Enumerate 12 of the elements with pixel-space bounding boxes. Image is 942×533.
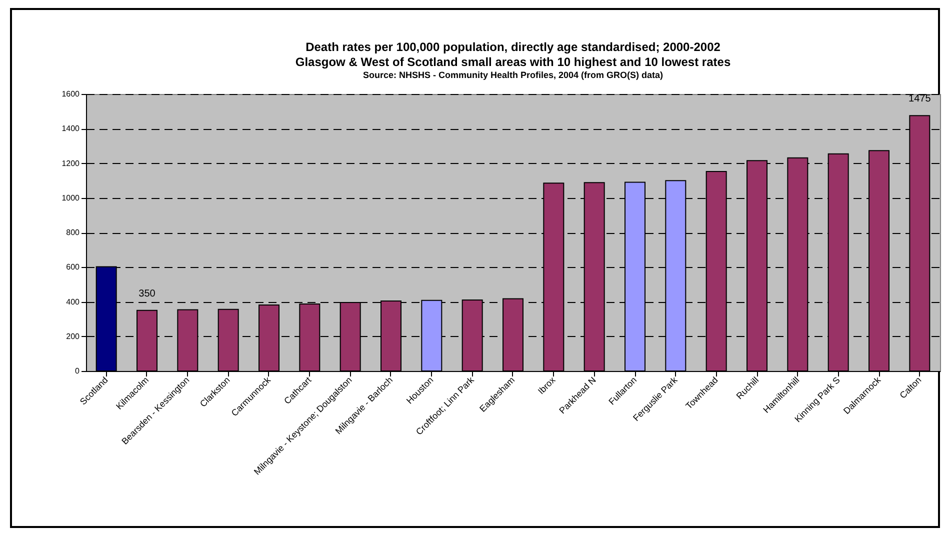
y-tick-label: 600: [66, 262, 80, 272]
y-tick-label: 400: [66, 297, 80, 306]
chart-title: Death rates per 100,000 population, directly age standardised; 2000-2002 Glasgow & West of Scotland small areas with 10 highest and 10 lowest rates: [295, 40, 731, 69]
source-note: Source: NHSHS - Community Health Profiles, 2004 (from GRO(S) data): [362, 70, 664, 80]
y-tick-label: 1000: [62, 193, 80, 202]
y-tick-label: 1400: [62, 124, 80, 134]
data-label: 350: [138, 288, 156, 300]
y-tick-label: 1600: [62, 90, 80, 98]
y-tick-label: 800: [66, 228, 80, 237]
y-tick-label: 1200: [62, 158, 80, 168]
y-tick-label: 0: [75, 366, 80, 376]
y-tick-label: 200: [66, 332, 80, 341]
